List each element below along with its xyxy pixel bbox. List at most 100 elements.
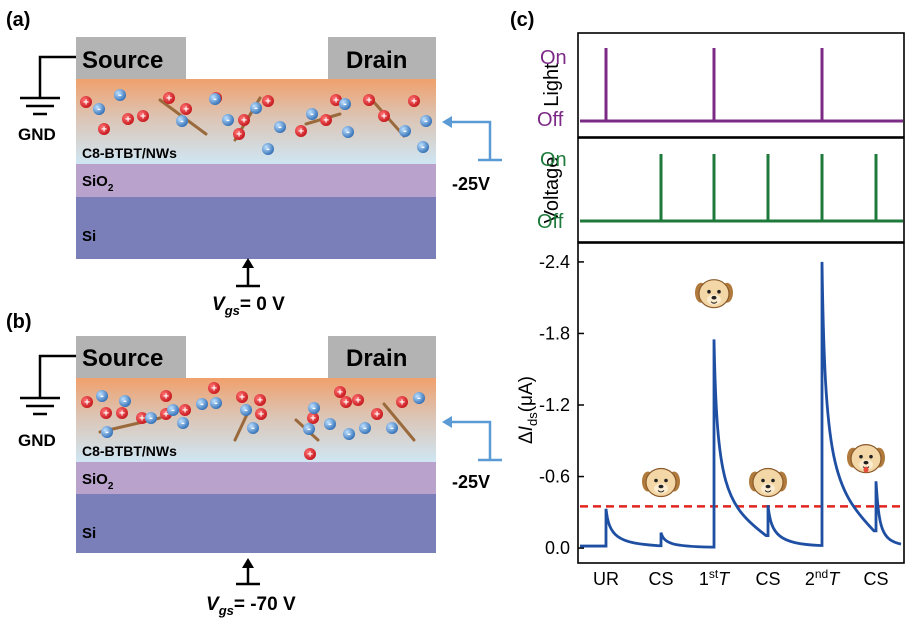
plus-glyph: +: [257, 396, 263, 407]
hole-icon: [208, 382, 220, 394]
panel-a: (a) Source Drain C8-BTBT/NWs SiO2 Si GND…: [6, 9, 502, 318]
minus-glyph: -: [181, 417, 185, 429]
drain-electrode: [328, 336, 436, 378]
hole-icon: [340, 396, 352, 408]
minus-glyph: -: [171, 404, 175, 416]
minus-glyph: -: [118, 89, 122, 101]
hole-icon: [352, 394, 364, 406]
light-plot-frame: [577, 32, 905, 138]
y-tick-label: -1.2: [539, 395, 570, 415]
plus-glyph: +: [381, 112, 387, 123]
plus-glyph: +: [103, 409, 109, 420]
dog-mouth: [710, 301, 718, 304]
dog-eye: [761, 478, 765, 483]
light-off-label: Off: [537, 109, 564, 131]
minus-glyph: -: [343, 98, 347, 110]
y-tick-label: 0.0: [545, 538, 570, 558]
minus-glyph: -: [328, 418, 332, 430]
minus-glyph: -: [200, 398, 204, 410]
minus-glyph: -: [421, 141, 425, 153]
minus-glyph: -: [346, 126, 350, 138]
electron-icon: [303, 423, 315, 435]
plus-glyph: +: [239, 393, 245, 404]
y-tick-label: -0.6: [539, 467, 570, 487]
hole-icon: [378, 110, 390, 122]
hole-icon: [100, 407, 112, 419]
plus-glyph: +: [84, 398, 90, 409]
minus-glyph: -: [149, 412, 153, 424]
minus-glyph: -: [244, 404, 248, 416]
hole-icon: [122, 113, 134, 125]
dog-muzzle: [707, 294, 721, 305]
plus-glyph: +: [310, 414, 316, 425]
electron-icon: [274, 121, 286, 133]
gnd-label: GND: [18, 431, 56, 450]
minus-glyph: -: [254, 102, 258, 114]
electron-icon: [413, 392, 425, 404]
current-ylabel: ΔIds(μA): [516, 376, 540, 444]
electron-icon: [167, 404, 179, 416]
light-pulse-line: [580, 48, 903, 123]
oxide-label: SiO2: [82, 173, 114, 194]
bias-label: -25V: [452, 174, 490, 194]
minus-glyph: -: [105, 426, 109, 438]
dog-icon: [695, 279, 733, 309]
current-plot-frame: [577, 242, 905, 564]
gnd-label: GND: [18, 125, 56, 144]
ground-icon: [20, 354, 76, 416]
hole-icon: [330, 94, 342, 106]
hole-icon: [179, 404, 191, 416]
electron-icon: [222, 114, 234, 126]
x-tick-label: CS: [648, 569, 673, 589]
electron-icon: [339, 98, 351, 110]
plus-glyph: +: [399, 398, 405, 409]
electron-icon: [250, 102, 262, 114]
dog-eye: [771, 478, 775, 483]
minus-glyph: -: [100, 390, 104, 402]
light-ylabel: Light: [541, 63, 563, 107]
channel-layer: [76, 79, 436, 164]
dog-icon: [847, 444, 885, 474]
electron-icon: [209, 93, 221, 105]
voltage-trace: [580, 154, 903, 223]
hole-icon: [396, 396, 408, 408]
x-tick-label: 1stT: [699, 567, 731, 589]
substrate-label: Si: [82, 228, 96, 245]
hole-icon: [98, 123, 110, 135]
gate-arrow-icon: [236, 258, 260, 288]
channel-label: C8-BTBT/NWs: [82, 145, 177, 161]
drain-label: Drain: [346, 345, 407, 372]
x-tick-label: CS: [755, 569, 780, 589]
minus-glyph: -: [266, 143, 270, 155]
hole-icon: [136, 412, 148, 424]
panel-b: (b) Source Drain C8-BTBT/NWs SiO2 Si GND…: [6, 311, 502, 618]
hole-icon: [238, 114, 250, 126]
hole-icon: [116, 407, 128, 419]
dog-mouth: [764, 490, 772, 493]
minus-glyph: -: [363, 422, 367, 434]
dog-eye: [717, 289, 721, 294]
plus-glyph: +: [265, 97, 271, 108]
dog-tongue: [863, 466, 869, 473]
oxide-label: SiO2: [82, 471, 114, 492]
dog-face: [698, 279, 730, 309]
x-tick-label: UR: [593, 569, 619, 589]
source-label: Source: [82, 47, 163, 74]
minus-glyph: -: [214, 397, 218, 409]
oxide-layer: [76, 462, 436, 494]
voltage-pulse-line: [580, 154, 903, 223]
dog-muzzle: [654, 483, 668, 494]
hole-icon: [304, 448, 316, 460]
electron-icon: [240, 404, 252, 416]
dog-eye: [869, 454, 873, 459]
electron-icon: [114, 89, 126, 101]
electron-icon: [308, 402, 320, 414]
voltage-plot-frame: [577, 137, 905, 243]
minus-glyph: -: [310, 108, 314, 120]
plus-glyph: +: [241, 116, 247, 127]
light-on-label: On: [540, 47, 567, 69]
dog-markers: [642, 279, 885, 498]
electron-icon: [420, 115, 432, 127]
dog-icon: [642, 467, 680, 498]
